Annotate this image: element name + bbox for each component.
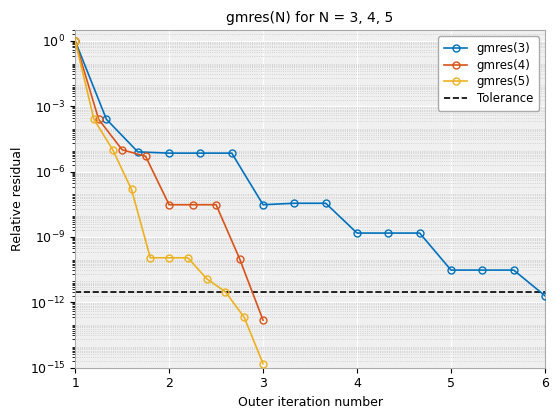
gmres(3) xyxy=(291,201,298,206)
gmres(4) xyxy=(260,318,267,323)
gmres(5) xyxy=(166,255,172,260)
gmres(3) xyxy=(166,151,172,156)
gmres(3) xyxy=(510,268,517,273)
gmres(4) xyxy=(142,154,149,159)
gmres(5) xyxy=(185,255,192,260)
gmres(3) xyxy=(260,202,267,207)
gmres(5) xyxy=(109,147,116,152)
gmres(3) xyxy=(228,151,235,156)
gmres(5) xyxy=(222,289,229,294)
Legend: gmres(3), gmres(4), gmres(5), Tolerance: gmres(3), gmres(4), gmres(5), Tolerance xyxy=(438,37,539,111)
gmres(3) xyxy=(447,268,454,273)
gmres(4) xyxy=(213,202,220,207)
gmres(5) xyxy=(91,117,97,122)
gmres(4) xyxy=(166,202,172,207)
gmres(4) xyxy=(119,147,125,152)
X-axis label: Outer iteration number: Outer iteration number xyxy=(237,396,382,409)
gmres(3) xyxy=(354,231,361,236)
Line: gmres(3): gmres(3) xyxy=(72,37,548,299)
gmres(3) xyxy=(479,268,486,273)
Y-axis label: Relative residual: Relative residual xyxy=(11,147,24,251)
Line: gmres(5): gmres(5) xyxy=(72,37,267,367)
gmres(5) xyxy=(128,187,135,192)
gmres(4) xyxy=(189,202,196,207)
gmres(3) xyxy=(416,231,423,236)
gmres(3) xyxy=(542,293,548,298)
gmres(5) xyxy=(241,315,248,320)
gmres(3) xyxy=(103,117,110,122)
gmres(3) xyxy=(197,151,204,156)
gmres(4) xyxy=(236,256,243,261)
gmres(5) xyxy=(203,276,210,281)
gmres(3) xyxy=(385,231,391,236)
Line: gmres(4): gmres(4) xyxy=(72,37,267,324)
gmres(5) xyxy=(72,38,78,43)
gmres(4) xyxy=(95,117,102,122)
Tolerance xyxy=(72,289,78,294)
gmres(5) xyxy=(147,255,153,260)
gmres(3) xyxy=(72,38,78,43)
Title: gmres(N) for N = 3, 4, 5: gmres(N) for N = 3, 4, 5 xyxy=(226,11,394,25)
gmres(3) xyxy=(323,201,329,206)
gmres(5) xyxy=(260,361,267,366)
gmres(4) xyxy=(72,38,78,43)
gmres(3) xyxy=(134,150,141,155)
